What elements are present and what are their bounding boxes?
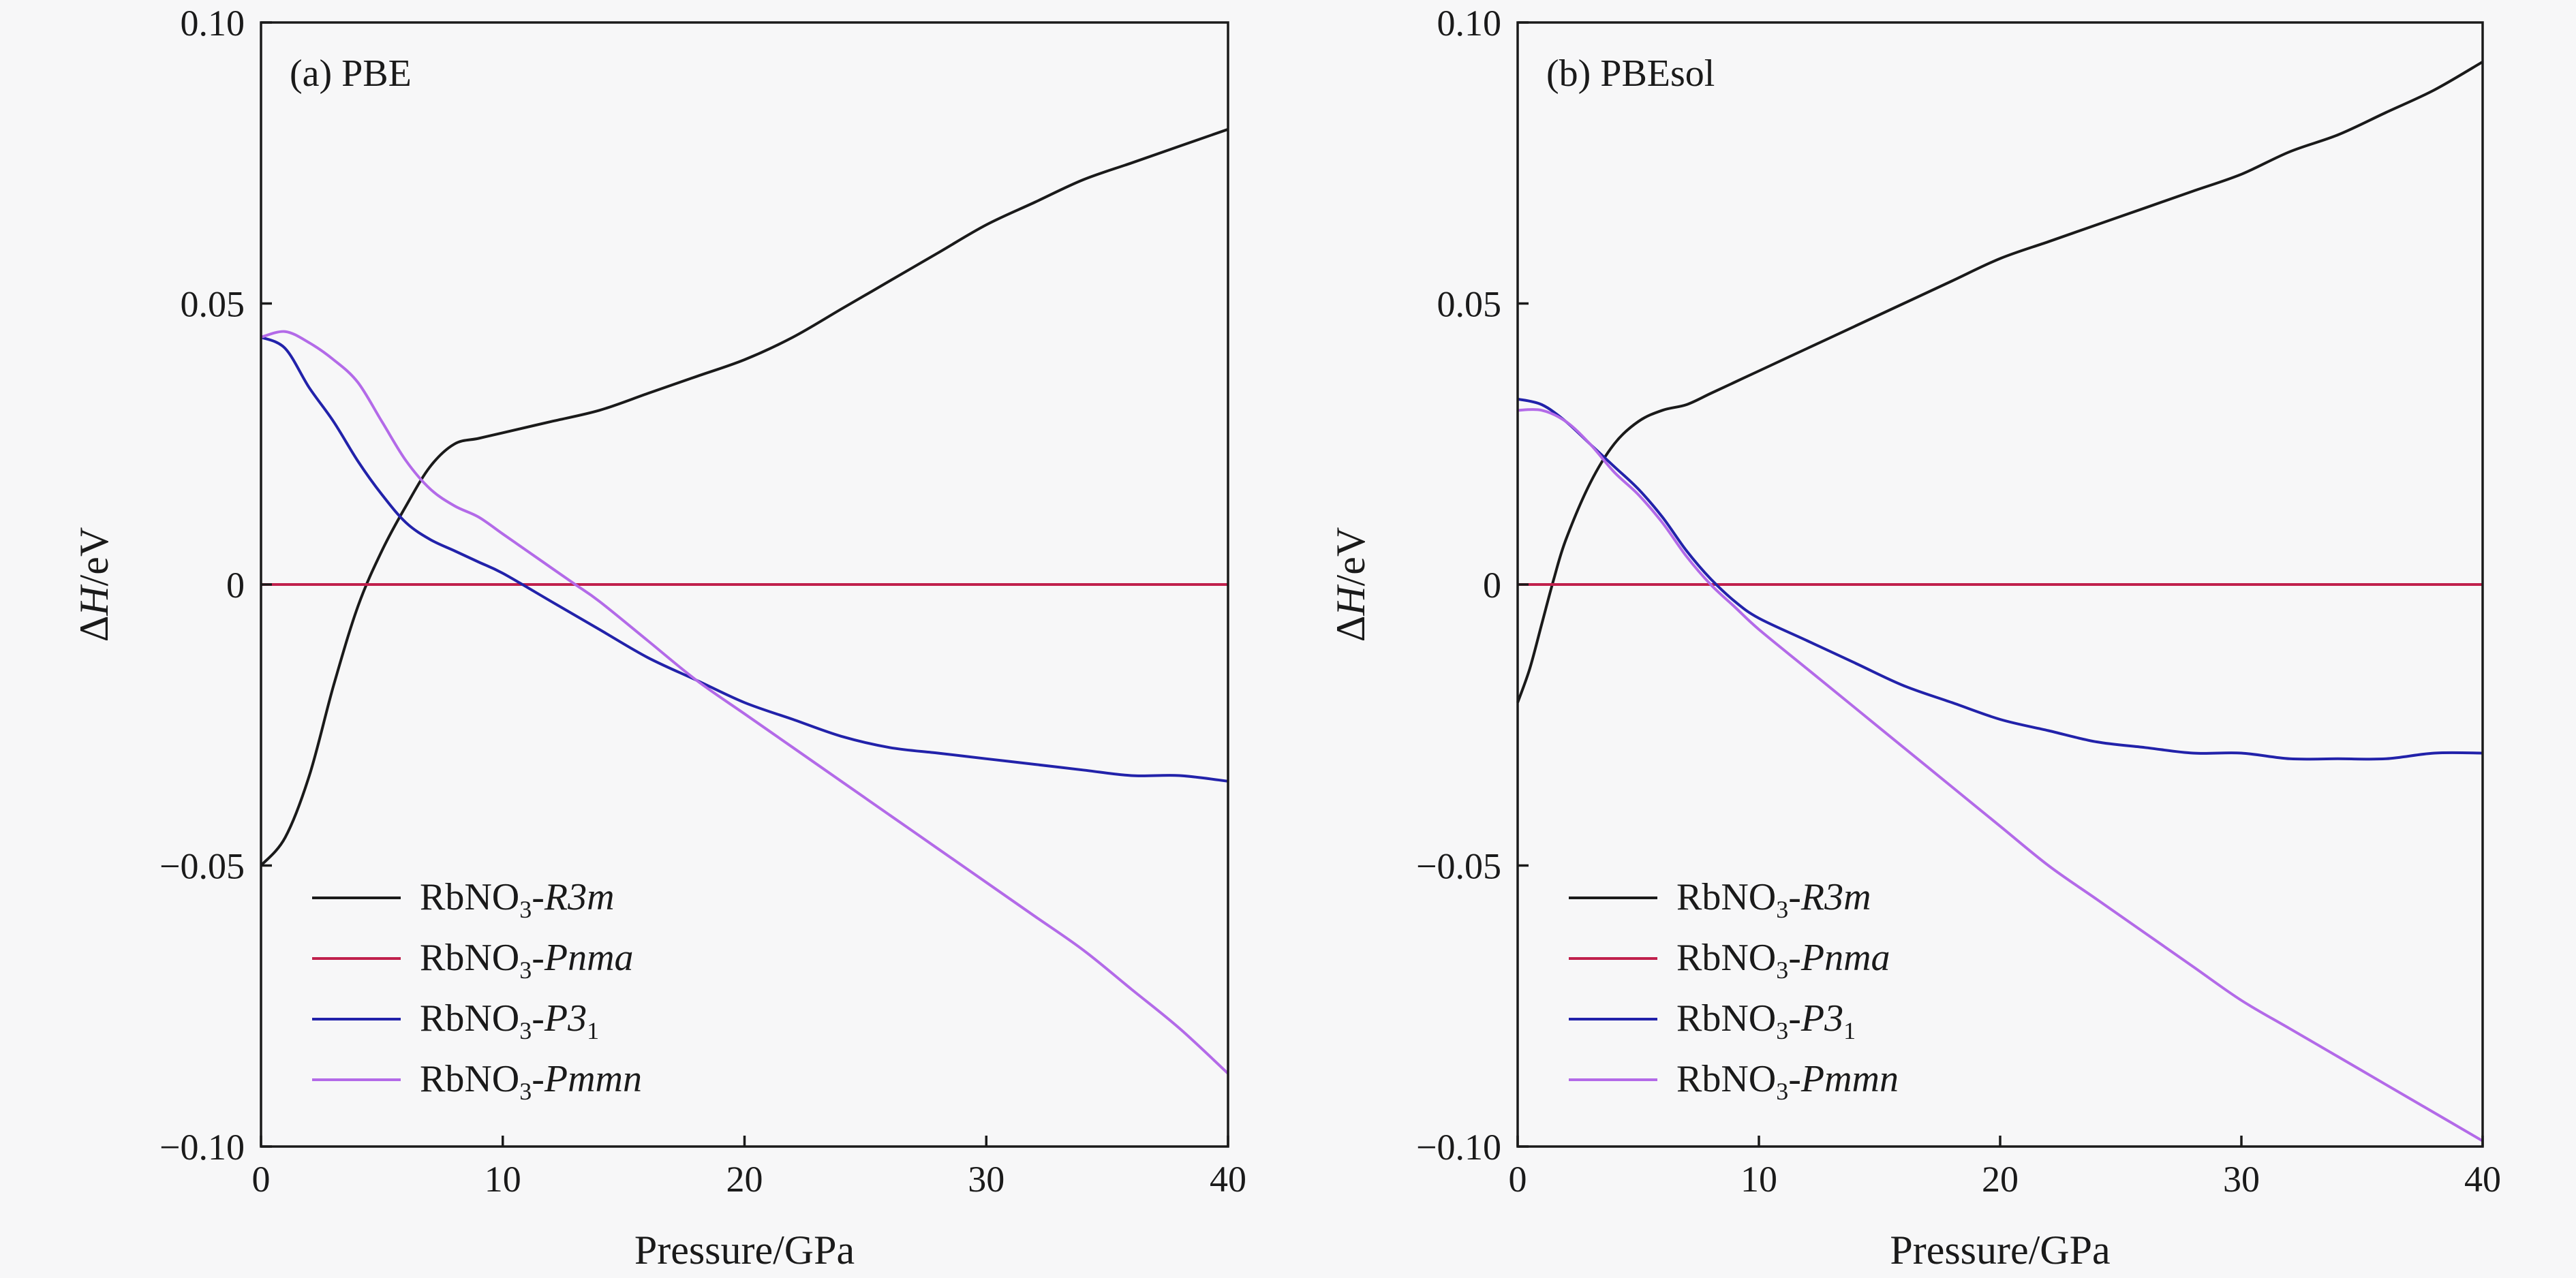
legend-label-part: Pmmn: [1800, 1058, 1899, 1100]
legend-label-part: -: [532, 937, 545, 979]
x-tick-label: 40: [1210, 1159, 1246, 1200]
legend-label-part: 3: [1776, 1017, 1788, 1044]
y-axis-title-part: H: [1328, 584, 1373, 617]
legend-label: RbNO3-Pnma: [1676, 937, 1890, 984]
y-axis-title-part: Δ: [72, 616, 117, 642]
legend-label-part: Pnma: [1800, 937, 1890, 979]
y-axis-title-part: H: [72, 584, 117, 617]
x-axis-title: Pressure/GPa: [1890, 1228, 2110, 1273]
legend-label-part: P3: [544, 997, 587, 1040]
y-tick-label: 0: [1483, 565, 1501, 606]
legend-label-part: -: [1788, 876, 1801, 918]
legend-label-part: RbNO: [420, 876, 519, 918]
legend-label-part: 3: [519, 1017, 532, 1044]
x-tick-label: 10: [485, 1159, 521, 1200]
x-tick-label: 10: [1741, 1159, 1777, 1200]
y-axis-title: ΔH/eV: [72, 527, 117, 642]
y-axis-title-part: Δ: [1328, 616, 1373, 642]
y-tick-label: 0: [226, 565, 245, 606]
legend-label-part: 3: [1776, 1078, 1788, 1105]
legend-label-part: P3: [1800, 997, 1843, 1040]
x-tick-label: 20: [726, 1159, 763, 1200]
legend-label-part: Pmmn: [544, 1058, 642, 1100]
y-tick-label: −0.05: [159, 846, 245, 887]
y-axis-title-part: /eV: [72, 527, 117, 587]
legend-label-part: -: [532, 876, 545, 918]
legend-label-part: RbNO: [420, 1058, 519, 1100]
legend-label-part: RbNO: [420, 937, 519, 979]
series-line-r3m: [1516, 61, 2483, 703]
series-line-p31: [260, 336, 1229, 783]
series-line-pmmn: [260, 330, 1229, 1075]
y-tick-label: 0.10: [1437, 3, 1502, 44]
y-tick-label: −0.10: [1416, 1127, 1501, 1168]
y-axis-title: ΔH/eV: [1328, 527, 1373, 642]
x-tick-label: 30: [968, 1159, 1005, 1200]
panel-label: (b) PBEsol: [1546, 52, 1715, 95]
x-tick-label: 40: [2464, 1159, 2501, 1200]
legend-label: RbNO3-R3m: [420, 876, 615, 923]
legend-label-part: RbNO: [1676, 876, 1776, 918]
legend-label: RbNO3-Pmmn: [420, 1058, 642, 1105]
legend-label: RbNO3-P31: [420, 997, 599, 1044]
chart-panel-a: 0 10 20 30 40 −0.10 −0.05 0 0.05 0.10 Pressure/GPa…: [72, 3, 1246, 1273]
x-tick-label: 20: [1982, 1159, 2019, 1200]
y-tick-label: 0.10: [181, 3, 245, 44]
legend-label: RbNO3-Pnma: [420, 937, 634, 984]
legend-label-part: RbNO: [1676, 1058, 1776, 1100]
legend-label-part: -: [1788, 1058, 1801, 1100]
y-axis-title-part: /eV: [1328, 527, 1373, 587]
legend-label: RbNO3-P31: [1676, 997, 1856, 1044]
panel-label: (a) PBE: [290, 52, 412, 95]
legend-label-part: -: [532, 997, 545, 1040]
series-line-p31: [1517, 397, 2483, 761]
legend-label-part: 3: [1776, 896, 1788, 923]
series-lines: [1516, 61, 2484, 1142]
series-lines: [260, 127, 1229, 1075]
x-tick-label: 0: [252, 1159, 271, 1200]
legend-label-part: -: [1788, 937, 1801, 979]
series-line-r3m: [260, 127, 1229, 867]
x-tick-label: 0: [1509, 1159, 1527, 1200]
legend-label-part: R3m: [1800, 876, 1871, 918]
x-axis-title: Pressure/GPa: [634, 1228, 855, 1273]
legend-label-part: 3: [519, 896, 532, 923]
y-tick-label: 0.05: [181, 284, 245, 325]
legend-label: RbNO3-R3m: [1676, 876, 1871, 923]
series-line-pmmn: [1517, 408, 2484, 1142]
legend-label-part: 1: [1843, 1017, 1856, 1044]
legend-label-part: 3: [1776, 956, 1788, 984]
legend-label-part: RbNO: [1676, 937, 1776, 979]
legend-label: RbNO3-Pmmn: [1676, 1058, 1899, 1105]
chart-panel-b: 0 10 20 30 40 −0.10 −0.05 0 0.05 0.10 Pressure/GPa…: [1328, 3, 2501, 1273]
y-tick-label: −0.10: [159, 1127, 245, 1168]
y-tick-label: 0.05: [1437, 284, 1502, 325]
legend-label-part: 3: [519, 956, 532, 984]
legend-label-part: -: [1788, 997, 1801, 1040]
legend-label-part: RbNO: [1676, 997, 1776, 1040]
legend-label-part: -: [532, 1058, 545, 1100]
y-tick-label: −0.05: [1416, 846, 1501, 887]
legend-label-part: 1: [587, 1017, 599, 1044]
x-tick-label: 30: [2223, 1159, 2260, 1200]
legend-label-part: R3m: [544, 876, 615, 918]
legend-label-part: RbNO: [420, 997, 519, 1040]
legend-label-part: 3: [519, 1078, 532, 1105]
legend-label-part: Pnma: [544, 937, 634, 979]
